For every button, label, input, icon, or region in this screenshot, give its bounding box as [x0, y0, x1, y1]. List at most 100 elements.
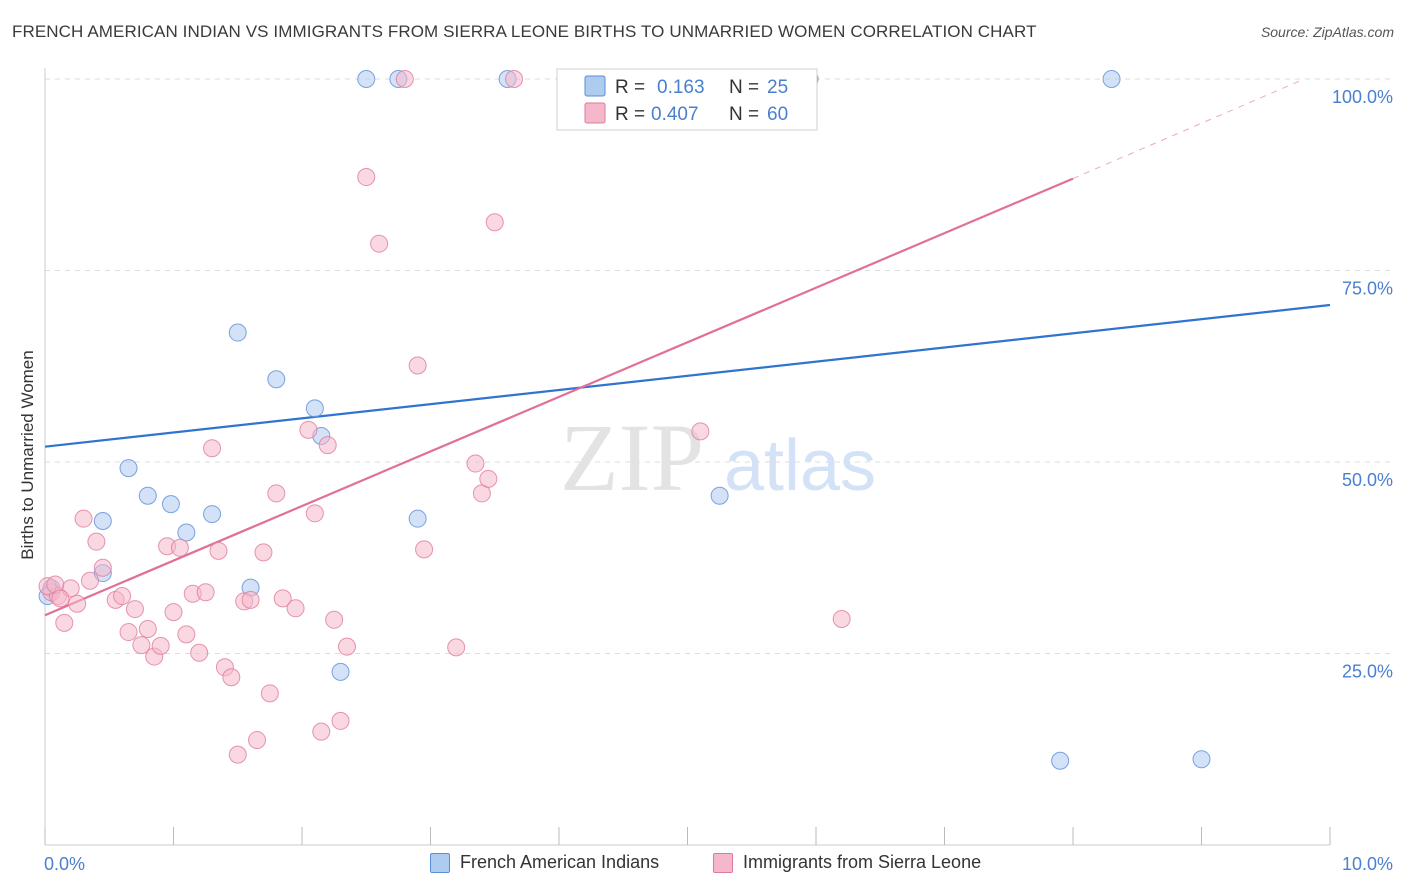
point-immigrants-sierra-leone	[68, 594, 87, 613]
stats-n-label: N =	[729, 77, 759, 98]
point-french-american-indians	[710, 486, 729, 505]
x-tick-label: 10.0%	[1342, 854, 1393, 874]
point-immigrants-sierra-leone	[485, 213, 504, 232]
point-immigrants-sierra-leone	[318, 436, 337, 455]
point-immigrants-sierra-leone	[87, 532, 106, 551]
stats-n-label: N =	[729, 104, 759, 125]
trendline-pink	[44, 177, 1074, 617]
point-immigrants-sierra-leone	[74, 509, 93, 528]
point-immigrants-sierra-leone	[267, 484, 286, 503]
point-french-american-indians	[1051, 751, 1070, 770]
x-tick-labels: 0.0% 10.0%	[44, 854, 1393, 874]
trendline-blue	[44, 303, 1331, 448]
point-immigrants-sierra-leone	[196, 583, 215, 602]
watermark-atlas: atlas	[724, 426, 876, 506]
point-immigrants-sierra-leone	[190, 643, 209, 662]
point-french-american-indians	[161, 495, 180, 514]
point-french-american-indians	[228, 323, 247, 342]
y-axis-label: Births to Unmarried Women	[18, 350, 37, 559]
legend-item-french-american-indians[interactable]: French American Indians	[430, 852, 659, 873]
y-tick-label: 75.0%	[1342, 279, 1393, 299]
point-immigrants-sierra-leone	[286, 599, 305, 618]
y-tick-label: 100.0%	[1332, 87, 1393, 107]
point-immigrants-sierra-leone	[415, 540, 434, 559]
stats-n-value: 25	[767, 77, 788, 98]
point-immigrants-sierra-leone	[312, 722, 331, 741]
legend-swatch-pink	[713, 852, 733, 873]
point-immigrants-sierra-leone	[357, 168, 376, 187]
source-credit: Source: ZipAtlas.com	[1260, 24, 1394, 40]
x-tick-label: 0.0%	[44, 854, 85, 874]
y-tick-labels: 25.0% 50.0% 75.0% 100.0%	[1332, 87, 1393, 682]
point-immigrants-sierra-leone	[151, 636, 170, 655]
point-immigrants-sierra-leone	[505, 70, 524, 88]
point-immigrants-sierra-leone	[209, 541, 228, 560]
legend-swatch-blue	[430, 852, 450, 873]
point-immigrants-sierra-leone	[370, 234, 389, 253]
point-immigrants-sierra-leone	[170, 538, 189, 557]
stats-r-value: 0.407	[651, 104, 699, 125]
point-immigrants-sierra-leone	[273, 589, 292, 608]
point-immigrants-sierra-leone	[222, 668, 241, 687]
legend-item-immigrants-sierra-leone[interactable]: Immigrants from Sierra Leone	[713, 852, 981, 873]
point-immigrants-sierra-leone	[113, 587, 132, 606]
point-french-american-indians	[93, 511, 112, 530]
stats-r-value: 0.163	[657, 77, 705, 98]
point-immigrants-sierra-leone	[228, 745, 247, 764]
grid-lines	[45, 78, 1392, 654]
point-immigrants-sierra-leone	[691, 422, 710, 441]
legend-label: French American Indians	[460, 852, 660, 872]
point-french-american-indians	[357, 70, 376, 88]
point-french-american-indians	[177, 523, 196, 542]
point-immigrants-sierra-leone	[408, 356, 427, 375]
stats-r-label: R =	[615, 104, 645, 125]
point-french-american-indians	[203, 505, 222, 524]
point-french-american-indians	[408, 509, 427, 528]
point-immigrants-sierra-leone	[325, 610, 344, 629]
point-immigrants-sierra-leone	[299, 420, 318, 439]
point-immigrants-sierra-leone	[51, 589, 70, 608]
trend-lines	[44, 78, 1331, 617]
chart-title: FRENCH AMERICAN INDIAN VS IMMIGRANTS FRO…	[12, 22, 1037, 41]
point-immigrants-sierra-leone	[55, 613, 74, 632]
stats-swatch-blue	[584, 75, 606, 97]
point-immigrants-sierra-leone	[177, 625, 196, 644]
point-immigrants-sierra-leone	[125, 600, 144, 619]
stats-n-value: 60	[767, 104, 788, 125]
point-immigrants-sierra-leone	[479, 469, 498, 488]
axes	[44, 68, 1331, 846]
stats-r-label: R =	[615, 77, 645, 98]
point-immigrants-sierra-leone	[119, 623, 138, 642]
point-immigrants-sierra-leone	[337, 637, 356, 656]
point-immigrants-sierra-leone	[466, 454, 485, 473]
point-immigrants-sierra-leone	[248, 731, 267, 750]
point-french-american-indians	[1102, 70, 1121, 88]
point-french-american-indians	[1192, 750, 1211, 769]
point-immigrants-sierra-leone	[305, 504, 324, 523]
point-immigrants-sierra-leone	[254, 543, 273, 562]
point-french-american-indians	[305, 399, 324, 418]
y-tick-label: 50.0%	[1342, 470, 1393, 490]
point-immigrants-sierra-leone	[395, 70, 414, 88]
point-immigrants-sierra-leone	[80, 571, 99, 590]
data-points	[38, 70, 1211, 770]
point-immigrants-sierra-leone	[203, 439, 222, 458]
point-immigrants-sierra-leone	[164, 603, 183, 622]
legend-label: Immigrants from Sierra Leone	[743, 852, 982, 872]
point-immigrants-sierra-leone	[832, 610, 851, 629]
point-immigrants-sierra-leone	[138, 619, 157, 638]
point-french-american-indians	[138, 486, 157, 505]
point-immigrants-sierra-leone	[93, 558, 112, 577]
watermark-zip: ZIP	[560, 404, 704, 511]
point-french-american-indians	[331, 662, 350, 681]
point-immigrants-sierra-leone	[132, 636, 151, 655]
stats-box: R = 0.163 N = 25 R = 0.407 N = 60	[556, 68, 818, 131]
point-immigrants-sierra-leone	[331, 711, 350, 730]
point-french-american-indians	[119, 459, 138, 478]
watermark: ZIP atlas	[560, 404, 876, 511]
point-french-american-indians	[267, 370, 286, 389]
trendline-extension-pink	[1072, 78, 1305, 180]
point-immigrants-sierra-leone	[260, 684, 279, 703]
point-immigrants-sierra-leone	[447, 638, 466, 657]
